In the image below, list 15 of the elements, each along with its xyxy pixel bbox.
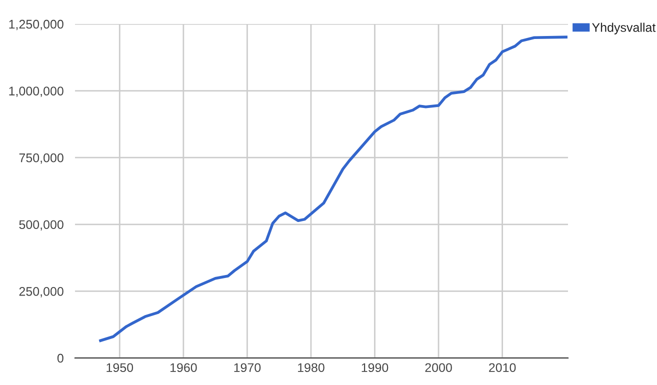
x-tick-label: 1960 — [170, 363, 197, 372]
y-tick-label: 500,000 — [19, 220, 64, 231]
x-tick-label: 2010 — [489, 363, 516, 372]
line-series — [99, 36, 568, 342]
x-tick-label: 1990 — [362, 363, 388, 372]
y-tick-label: 1,250,000 — [9, 20, 64, 30]
y-tick-label: 1,000,000 — [9, 86, 64, 97]
x-tick-label: 2000 — [425, 363, 452, 372]
legend-label: Yhdysvallat — [592, 22, 656, 34]
x-tick-label: 1980 — [298, 363, 324, 372]
y-tick-label: 250,000 — [19, 287, 64, 298]
y-tick-label: 0 — [57, 354, 64, 363]
x-tick-label: 1970 — [234, 363, 261, 372]
y-tick-label: 750,000 — [19, 153, 64, 164]
x-tick-label: 1950 — [106, 363, 134, 372]
